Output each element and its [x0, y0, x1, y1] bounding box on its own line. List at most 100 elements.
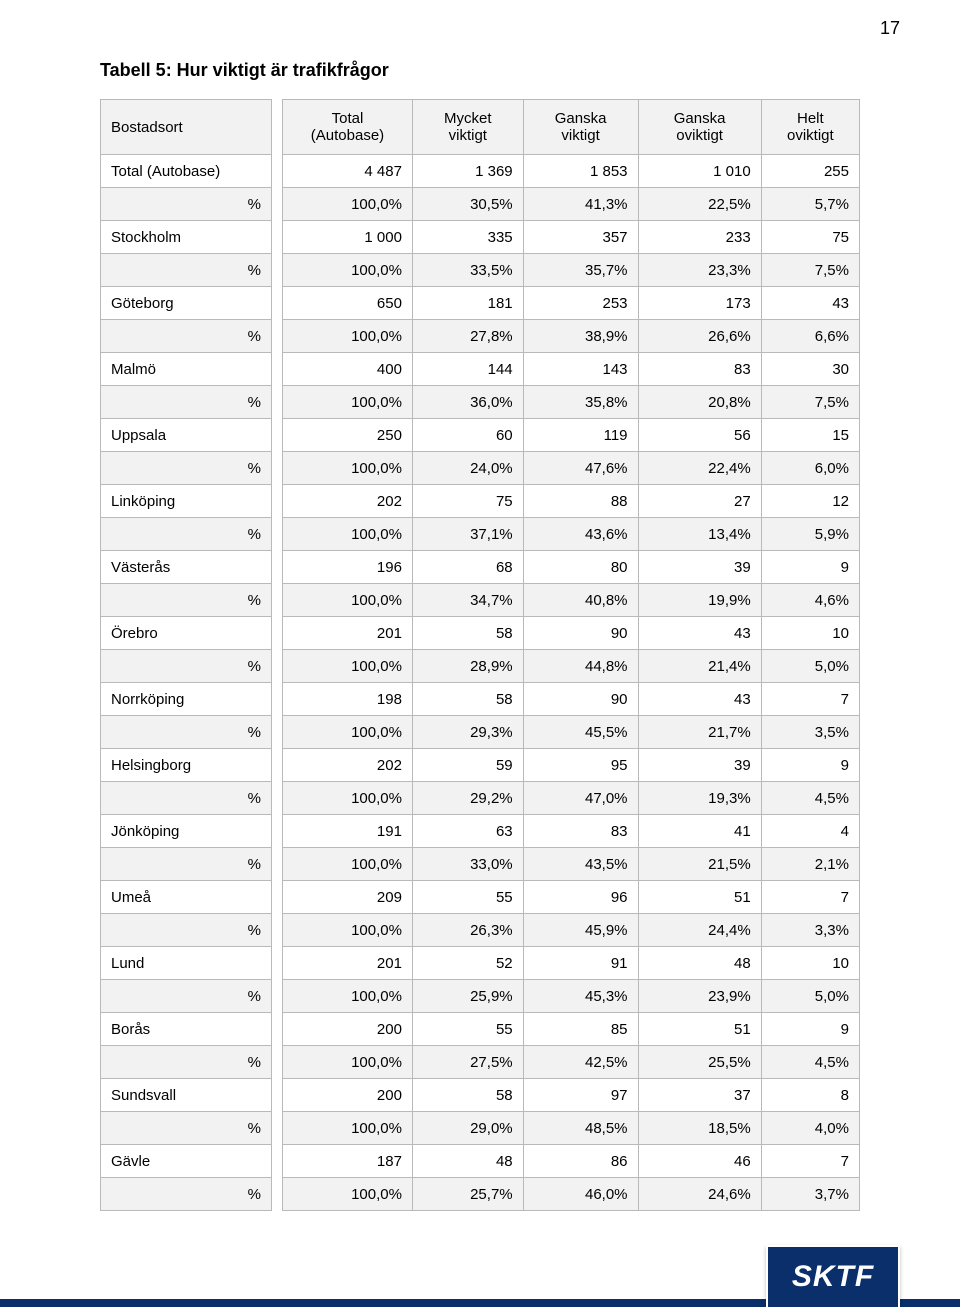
cell-value: 60 — [412, 419, 523, 452]
cell-pct: 21,5% — [638, 848, 761, 881]
cell-value: 1 010 — [638, 155, 761, 188]
col-spacer — [272, 155, 283, 188]
cell-pct: 47,0% — [523, 782, 638, 815]
col-spacer — [272, 320, 283, 353]
col-spacer — [272, 1178, 283, 1211]
col-spacer — [272, 881, 283, 914]
col-spacer — [272, 452, 283, 485]
cell-value: 9 — [761, 749, 859, 782]
col-spacer — [272, 782, 283, 815]
table-row: Borås2005585519 — [101, 1013, 860, 1046]
col-mycket: Mycket viktigt — [412, 100, 523, 155]
table-row: Västerås1966880399 — [101, 551, 860, 584]
col-helt: Helt oviktigt — [761, 100, 859, 155]
pct-label: % — [101, 188, 272, 221]
cell-pct: 45,9% — [523, 914, 638, 947]
col-spacer — [272, 1112, 283, 1145]
cell-value: 52 — [412, 947, 523, 980]
cell-value: 250 — [283, 419, 413, 452]
cell-pct: 4,6% — [761, 584, 859, 617]
col-spacer — [272, 287, 283, 320]
cell-pct: 100,0% — [283, 188, 413, 221]
cell-pct: 30,5% — [412, 188, 523, 221]
col-ganska-viktigt: Ganska viktigt — [523, 100, 638, 155]
cell-value: 4 487 — [283, 155, 413, 188]
cell-value: 63 — [412, 815, 523, 848]
cell-pct: 43,5% — [523, 848, 638, 881]
cell-value: 96 — [523, 881, 638, 914]
cell-pct: 25,9% — [412, 980, 523, 1013]
cell-value: 68 — [412, 551, 523, 584]
cell-value: 15 — [761, 419, 859, 452]
col-total: Total (Autobase) — [283, 100, 413, 155]
table-body: Total (Autobase)4 4871 3691 8531 010255%… — [101, 155, 860, 1211]
pct-label: % — [101, 254, 272, 287]
cell-value: 181 — [412, 287, 523, 320]
cell-value: 83 — [638, 353, 761, 386]
cell-value: 7 — [761, 1145, 859, 1178]
cell-pct: 4,0% — [761, 1112, 859, 1145]
table-row-pct: %100,0%36,0%35,8%20,8%7,5% — [101, 386, 860, 419]
cell-pct: 21,4% — [638, 650, 761, 683]
cell-value: 86 — [523, 1145, 638, 1178]
cell-value: 48 — [638, 947, 761, 980]
table-row-pct: %100,0%29,3%45,5%21,7%3,5% — [101, 716, 860, 749]
col-spacer — [272, 188, 283, 221]
cell-pct: 100,0% — [283, 254, 413, 287]
row-label: Uppsala — [101, 419, 272, 452]
pct-label: % — [101, 518, 272, 551]
table-row: Malmö4001441438330 — [101, 353, 860, 386]
cell-pct: 100,0% — [283, 584, 413, 617]
table-row-pct: %100,0%37,1%43,6%13,4%5,9% — [101, 518, 860, 551]
table-row: Sundsvall2005897378 — [101, 1079, 860, 1112]
cell-value: 198 — [283, 683, 413, 716]
table-row: Jönköping1916383414 — [101, 815, 860, 848]
cell-pct: 6,6% — [761, 320, 859, 353]
row-label: Göteborg — [101, 287, 272, 320]
cell-pct: 5,7% — [761, 188, 859, 221]
page-number: 17 — [880, 18, 900, 39]
col-spacer — [272, 485, 283, 518]
cell-value: 27 — [638, 485, 761, 518]
row-label: Stockholm — [101, 221, 272, 254]
cell-value: 90 — [523, 617, 638, 650]
cell-value: 1 369 — [412, 155, 523, 188]
cell-pct: 24,4% — [638, 914, 761, 947]
table-row: Örebro20158904310 — [101, 617, 860, 650]
cell-value: 43 — [638, 617, 761, 650]
cell-value: 41 — [638, 815, 761, 848]
cell-pct: 3,3% — [761, 914, 859, 947]
col-bostadsort: Bostadsort — [101, 100, 272, 155]
cell-pct: 38,9% — [523, 320, 638, 353]
col-ganska-oviktigt: Ganska oviktigt — [638, 100, 761, 155]
cell-value: 10 — [761, 947, 859, 980]
cell-value: 48 — [412, 1145, 523, 1178]
cell-value: 51 — [638, 881, 761, 914]
row-label: Norrköping — [101, 683, 272, 716]
cell-value: 209 — [283, 881, 413, 914]
cell-value: 59 — [412, 749, 523, 782]
cell-value: 55 — [412, 881, 523, 914]
cell-pct: 23,9% — [638, 980, 761, 1013]
pct-label: % — [101, 386, 272, 419]
cell-value: 43 — [761, 287, 859, 320]
pct-label: % — [101, 320, 272, 353]
pct-label: % — [101, 1112, 272, 1145]
cell-pct: 18,5% — [638, 1112, 761, 1145]
cell-value: 173 — [638, 287, 761, 320]
cell-value: 58 — [412, 1079, 523, 1112]
cell-value: 12 — [761, 485, 859, 518]
cell-pct: 22,5% — [638, 188, 761, 221]
table-row-pct: %100,0%27,5%42,5%25,5%4,5% — [101, 1046, 860, 1079]
cell-value: 51 — [638, 1013, 761, 1046]
cell-value: 30 — [761, 353, 859, 386]
cell-value: 1 000 — [283, 221, 413, 254]
cell-pct: 19,9% — [638, 584, 761, 617]
cell-value: 90 — [523, 683, 638, 716]
cell-value: 201 — [283, 617, 413, 650]
pct-label: % — [101, 914, 272, 947]
cell-pct: 100,0% — [283, 518, 413, 551]
cell-value: 191 — [283, 815, 413, 848]
cell-value: 39 — [638, 749, 761, 782]
cell-pct: 13,4% — [638, 518, 761, 551]
